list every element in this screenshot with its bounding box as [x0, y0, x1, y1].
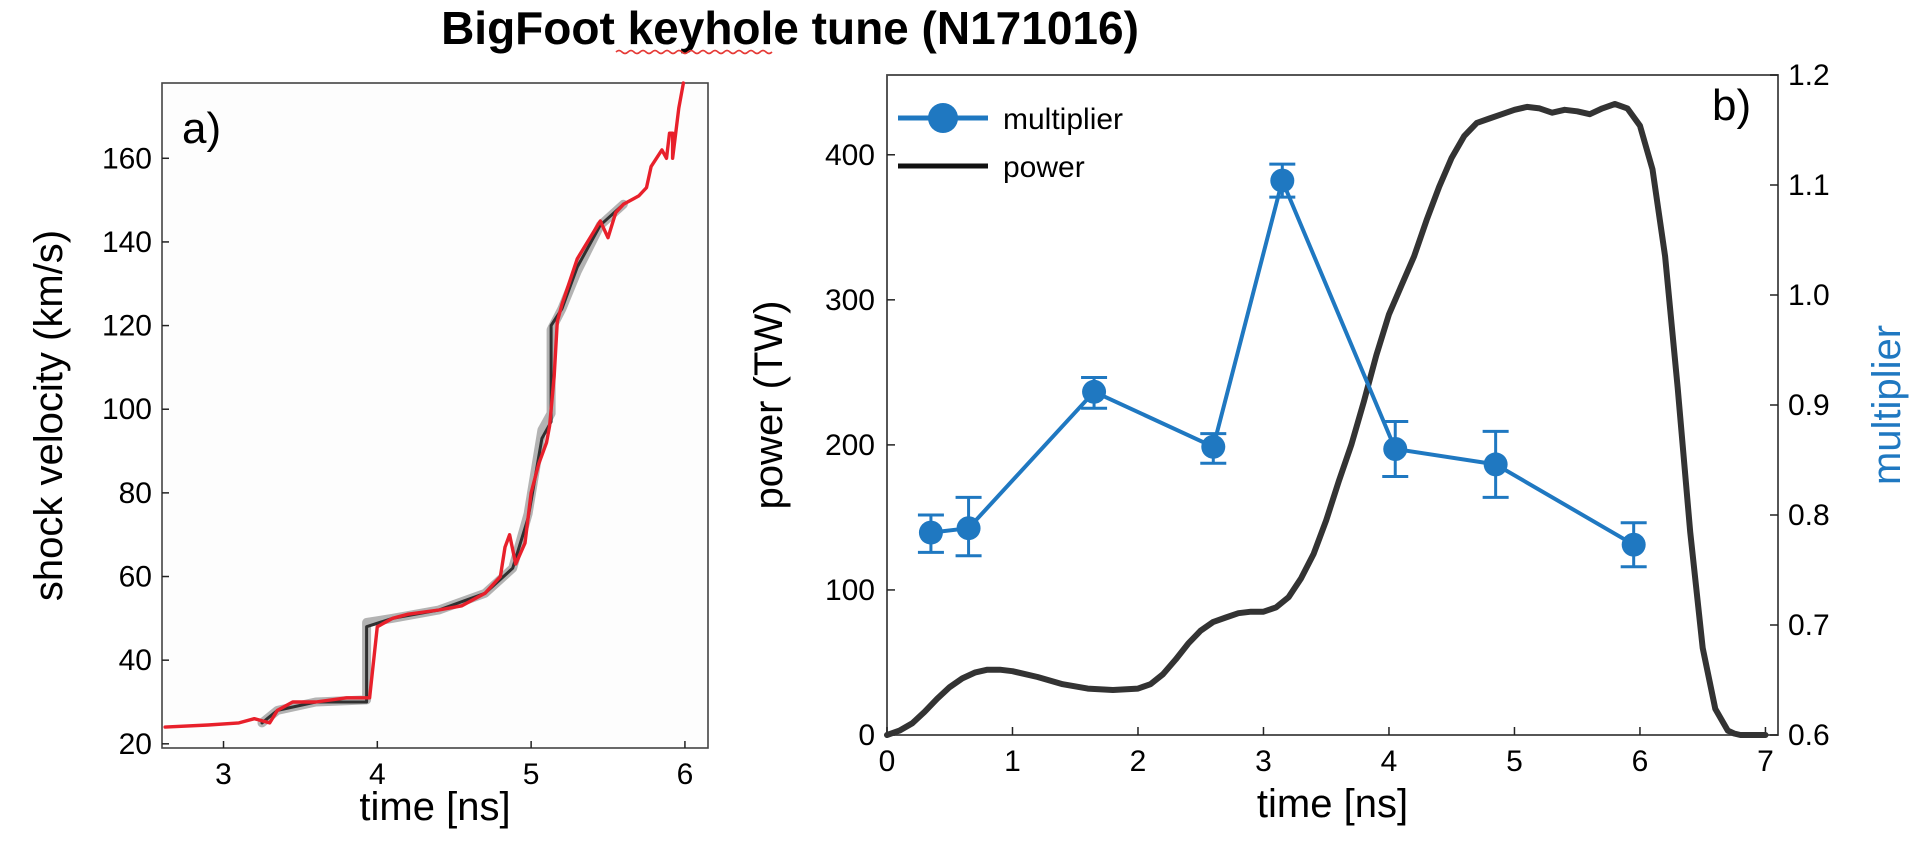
y-tick-label-a: 80 — [119, 477, 152, 510]
legend: multiplier power — [898, 103, 1123, 184]
y-axis-label-a: shock velocity (km/s) — [27, 230, 71, 601]
multiplier-point — [1483, 452, 1508, 477]
y-right-tick-label-b: 1.1 — [1788, 169, 1830, 202]
x-tick-label-a: 3 — [215, 758, 232, 791]
multiplier-point — [1621, 532, 1646, 557]
y-tick-label-a: 60 — [119, 561, 152, 594]
series-line-measurement — [163, 81, 686, 729]
multiplier-point — [1383, 437, 1408, 461]
x-tick-label-a: 4 — [369, 758, 386, 791]
x-tick-label-b: 6 — [1632, 745, 1649, 778]
x-tick-label-b: 5 — [1506, 745, 1523, 778]
x-axis-label-a: time [ns] — [359, 785, 510, 829]
plot-area-a — [161, 82, 709, 749]
y-tick-label-a: 140 — [102, 226, 152, 259]
x-axis-label-b: time [ns] — [1257, 782, 1408, 826]
x-tick-label-b: 7 — [1757, 745, 1774, 778]
y-right-axis-label-b: multiplier — [1865, 325, 1909, 485]
y-tick-label-a: 100 — [102, 393, 152, 426]
y-tick-label-b: 200 — [825, 429, 875, 462]
multiplier-point — [1082, 379, 1107, 404]
legend-label-power: power — [1003, 151, 1085, 184]
legend-label-multiplier: multiplier — [1003, 103, 1123, 136]
series-line-power — [884, 101, 1769, 738]
multiplier-point — [1270, 168, 1295, 193]
y-tick-label-a: 120 — [102, 310, 152, 343]
y-right-tick-label-b: 1.0 — [1788, 279, 1830, 312]
multiplier-point — [918, 520, 943, 545]
y-tick-label-b: 100 — [825, 574, 875, 607]
x-tick-label-b: 0 — [879, 745, 896, 778]
x-tick-label-a: 6 — [677, 758, 694, 791]
y-right-tick-label-b: 0.6 — [1788, 719, 1830, 752]
x-tick-label-b: 1 — [1004, 745, 1021, 778]
x-tick-label-b: 3 — [1255, 745, 1272, 778]
series-line-simulation — [260, 202, 625, 725]
y-tick-label-a: 40 — [119, 644, 152, 677]
y-tick-label-b: 300 — [825, 284, 875, 317]
y-right-tick-label-b: 0.9 — [1788, 389, 1830, 422]
figure-title: BigFoot keyhole tune (N171016) — [441, 2, 1139, 54]
spellcheck-underline — [615, 49, 773, 55]
panel-a-shock-velocity: 3 4 5 6 20 40 60 80 100 120 140 160 a) time [ns] shock… — [27, 81, 709, 829]
y-axis-label-b: power (TW) — [747, 301, 791, 510]
y-right-tick-label-b: 0.7 — [1788, 609, 1830, 642]
x-tick-label-a: 5 — [523, 758, 540, 791]
y-tick-label-a: 160 — [102, 142, 152, 175]
y-right-tick-label-b: 1.2 — [1788, 59, 1830, 92]
panel-b-power-multiplier: 0 1 2 3 4 5 6 7 0 100 200 300 400 0.6 0.7 0.8 0.9 1.0 1.1 1… — [747, 59, 1909, 826]
y-tick-label-b: 400 — [825, 139, 875, 172]
multiplier-point — [1201, 434, 1226, 459]
series-line-multiplier — [930, 178, 1635, 547]
y-tick-label-a: 20 — [119, 728, 152, 761]
legend-marker-multiplier — [928, 103, 958, 133]
y-tick-label-b: 0 — [858, 719, 875, 752]
panel-label-a: a) — [182, 104, 221, 153]
multiplier-point — [956, 516, 981, 541]
x-tick-label-b: 2 — [1130, 745, 1147, 778]
y-right-tick-label-b: 0.8 — [1788, 499, 1830, 532]
x-tick-label-b: 4 — [1381, 745, 1398, 778]
panel-label-b: b) — [1712, 81, 1751, 130]
